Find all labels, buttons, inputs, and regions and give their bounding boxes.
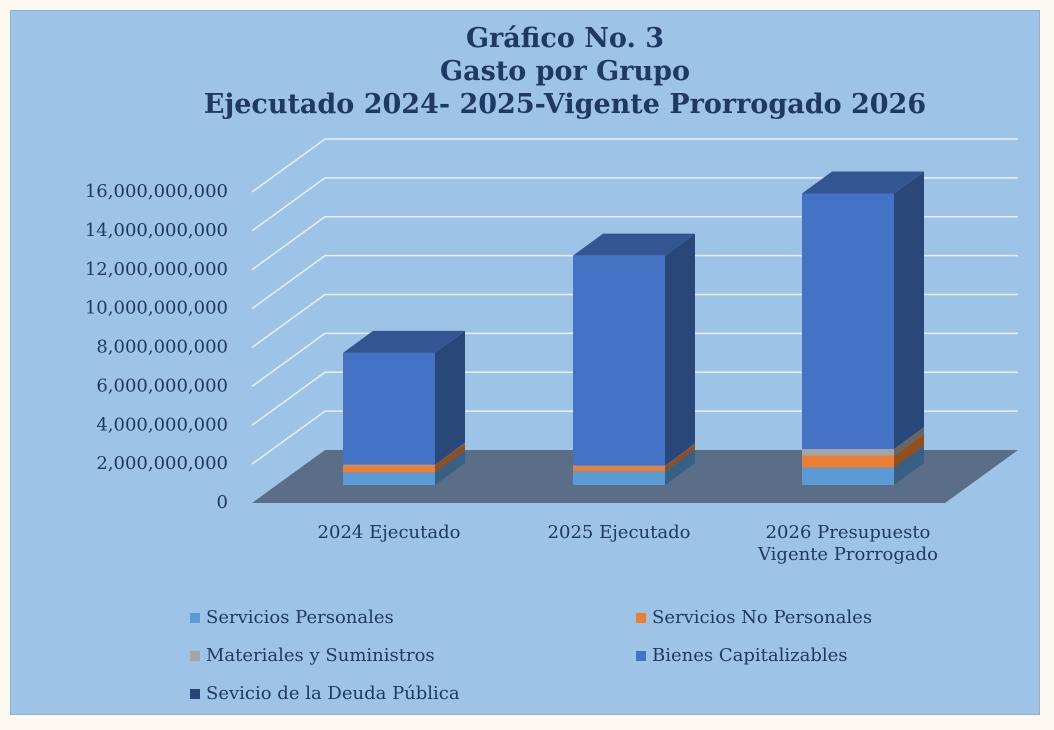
legend-swatch [636,651,646,661]
chart-title: Gráfico No. 3 [465,23,665,54]
bar-segment [343,464,435,466]
bar-segment [802,449,894,456]
grid-line [251,410,1018,465]
bar-side [435,443,465,473]
y-tick-label: 14,000,000,000 [85,220,228,241]
x-tick-label: 2026 Presupuesto Vigente Prorrogado [757,522,939,565]
bar-segment [343,352,435,465]
bar-segment [802,455,894,468]
legend-swatch [190,651,200,661]
legend-label: Materiales y Suministros [206,645,435,666]
y-tick-label: 8,000,000,000 [96,337,228,358]
bar-segment [573,471,665,485]
bar-side [435,330,465,465]
bar-side [435,442,465,466]
bar-segment [573,466,665,472]
legend-swatch [636,613,646,623]
bar-side [435,450,465,485]
y-tick-label: 4,000,000,000 [96,414,228,435]
bar-top [343,330,465,353]
grid-line [251,332,1018,387]
chart-title: Gasto por Grupo [440,56,690,87]
grid-line [251,177,1018,232]
chart-title: Ejecutado 2024- 2025-Vigente Prorrogado … [203,89,927,120]
bar-segment [573,465,665,467]
bar-side [665,443,695,467]
legend-swatch [190,689,200,699]
grid-line [251,138,1018,193]
legend-label: Bienes Capitalizables [652,645,848,666]
legend-label: Servicios No Personales [652,607,872,628]
y-tick-label: 6,000,000,000 [96,375,228,396]
bar-side [665,444,695,472]
bar-segment [802,193,894,450]
bar-segment [343,465,435,473]
bar-side [894,427,924,456]
bar-side [894,445,924,485]
legend-label: Servicios Personales [206,607,394,628]
bar-side [665,449,695,485]
x-tick-label: 2025 Ejecutado [547,522,691,543]
grid-line [251,254,1018,310]
bar-side [665,233,695,466]
bar-side [894,171,924,450]
y-tick-label: 0 [217,492,228,513]
y-tick-label: 16,000,000,000 [85,181,228,202]
y-tick-label: 10,000,000,000 [85,298,228,319]
y-tick-label: 12,000,000,000 [85,259,228,280]
bar-segment [573,255,665,466]
grid-line [251,216,1018,271]
bar-segment [802,467,894,485]
legend-swatch [190,613,200,623]
x-tick-label: 2024 Ejecutado [317,522,461,543]
bar-top [802,171,924,194]
legend-label: Sevicio de la Deuda Pública [206,683,460,704]
grid-line [251,293,1018,349]
bar-segment [343,472,435,485]
grid-line [251,371,1018,426]
y-tick-label: 2,000,000,000 [96,453,228,474]
bar-side [894,433,924,468]
bar-top [573,233,695,256]
